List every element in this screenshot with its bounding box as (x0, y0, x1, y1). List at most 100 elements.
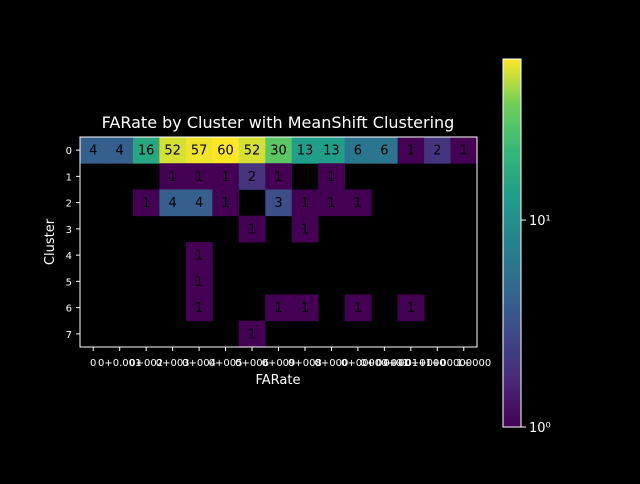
heatmap-cells (80, 137, 478, 348)
x-tick-label: 0+00+01+00000000 (383, 358, 491, 369)
cell-value-label: 13 (297, 144, 314, 159)
x-tick-label: 0+000 (341, 358, 375, 369)
cell-value-label: 4 (89, 144, 97, 159)
heatmap-cell (238, 137, 266, 164)
heatmap-cell (238, 163, 266, 190)
y-tick-label: 4 (66, 251, 72, 262)
cell-value-label: 6 (380, 144, 388, 159)
heatmap-cell (159, 189, 187, 217)
x-tick-label: 0+005 (209, 358, 243, 369)
heatmap-cell (185, 137, 213, 164)
heatmap-cell (185, 189, 213, 217)
cell-value-label: 57 (191, 144, 208, 159)
cell-value-label: 52 (244, 144, 261, 159)
cell-value-label: 1 (460, 144, 468, 159)
cell-value-label: 1 (195, 275, 203, 290)
heatmap-cell (344, 137, 372, 164)
y-tick-label: 3 (66, 225, 72, 236)
heatmap-cell-labels: 4 4 16 52 57 60 52 30 13 13 6 6 1 2 11 1 1 2 1 11 4 4 1 3 1 1 11 11… (89, 144, 468, 343)
cell-value-label: 1 (195, 170, 203, 185)
y-tick-label: 6 (66, 304, 72, 315)
cell-value-label: 1 (274, 301, 282, 316)
y-tick-label: 5 (66, 277, 72, 288)
cell-value-label: 4 (116, 144, 124, 159)
heatmap-cell (265, 163, 293, 190)
cell-value-label: 1 (407, 301, 415, 316)
heatmap-cell (291, 215, 319, 243)
heatmap-cell (344, 189, 372, 217)
x-tick-label: 0+003 (156, 358, 190, 369)
x-axis-ticks: 0 0+0.0010+0020+0030+0040+0050+0060+0090+… (90, 347, 491, 369)
heatmap-cell (318, 137, 346, 164)
heatmap-cell (238, 215, 266, 243)
cell-value-label: 1 (195, 301, 203, 316)
y-tick-label: 1 (66, 172, 72, 183)
cell-value-label: 2 (248, 170, 256, 185)
x-tick-label: 0+0.001 (98, 358, 141, 369)
cell-value-label: 1 (142, 196, 150, 211)
cell-value-label: 1 (301, 301, 309, 316)
heatmap-cell (291, 189, 319, 217)
x-tick-label: 0+004 (182, 358, 216, 369)
cell-value-label: 1 (354, 301, 362, 316)
x-tick-label: 1+ (456, 358, 471, 369)
y-tick-label: 0 (66, 146, 72, 157)
heatmap-cell (397, 294, 425, 322)
x-tick-label: 0+009 (262, 358, 296, 369)
heatmap-cell (424, 137, 451, 164)
cell-value-label: 2 (433, 144, 441, 159)
heatmap-cell (212, 163, 240, 190)
cell-value-label: 1 (327, 196, 335, 211)
heatmap-cell (265, 189, 293, 217)
y-tick-label: 2 (66, 199, 72, 210)
cell-value-label: 1 (168, 170, 176, 185)
x-tick-label: 0+008 (288, 358, 322, 369)
heatmap-cell (291, 137, 319, 164)
cell-value-label: 6 (354, 144, 362, 159)
heatmap-cell (132, 189, 160, 217)
heatmap-cell (185, 163, 213, 190)
cell-value-label: 1 (248, 327, 256, 342)
cell-value-label: 1 (301, 196, 309, 211)
cell-value-label: 1 (301, 222, 309, 237)
chart-title: FARate by Cluster with MeanShift Cluster… (102, 113, 455, 132)
cell-value-label: 3 (274, 196, 282, 211)
cell-value-label: 1 (327, 170, 335, 185)
x-tick-label: 0+006 (235, 358, 269, 369)
cell-value-label: 13 (323, 144, 340, 159)
heatmap-cell (80, 137, 107, 164)
colorbar-ticks: 10⁰ 10¹ (521, 214, 551, 436)
cell-value-label: 1 (354, 196, 362, 211)
cell-value-label: 1 (221, 196, 229, 211)
heatmap-cell (185, 268, 213, 295)
x-tick-label: 0+00+01 (360, 358, 409, 369)
x-tick-label: 0 (90, 358, 96, 369)
heatmap-cell (318, 189, 346, 217)
heatmap-cell (371, 137, 398, 164)
cell-value-label: 1 (274, 170, 282, 185)
heatmap-cell (212, 189, 240, 217)
y-axis-ticks: 0 1 2 3 4 5 6 7 (66, 146, 80, 341)
heatmap-cell (106, 137, 134, 164)
cell-value-label: 1 (407, 144, 415, 159)
x-tick-label: 0+0+01+000 (376, 358, 446, 369)
heatmap-cell (185, 294, 213, 322)
x-tick-label: 0+002 (129, 358, 163, 369)
heatmap-cell (238, 320, 266, 348)
colorbar-tick-label: 10¹ (529, 214, 551, 229)
heatmap-cell (212, 137, 240, 164)
colorbar (502, 58, 522, 428)
heatmap-cell (159, 137, 187, 164)
heatmap-cell (132, 137, 160, 164)
cell-value-label: 1 (248, 222, 256, 237)
y-axis-label: Cluster (43, 218, 58, 265)
cell-value-label: 30 (270, 144, 287, 159)
heatmap-cell (291, 294, 319, 322)
heatmap-cell (265, 294, 293, 322)
x-tick-label: 0+000 (315, 358, 349, 369)
heatmap-cell (397, 137, 425, 164)
x-axis-label: FARate (256, 373, 301, 388)
y-tick-label: 7 (66, 330, 72, 341)
